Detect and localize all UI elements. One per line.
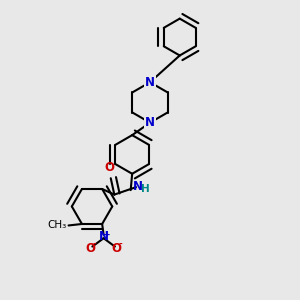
- Text: N: N: [99, 230, 109, 243]
- Text: O: O: [86, 242, 96, 255]
- Text: N: N: [145, 116, 155, 129]
- Text: O: O: [104, 161, 114, 174]
- Text: -: -: [118, 240, 122, 249]
- Text: O: O: [111, 242, 122, 255]
- Text: H: H: [141, 184, 149, 194]
- Text: N: N: [133, 180, 143, 193]
- Text: -: -: [93, 240, 97, 249]
- Text: N: N: [145, 76, 155, 89]
- Text: +: +: [103, 230, 111, 239]
- Text: CH₃: CH₃: [48, 220, 67, 230]
